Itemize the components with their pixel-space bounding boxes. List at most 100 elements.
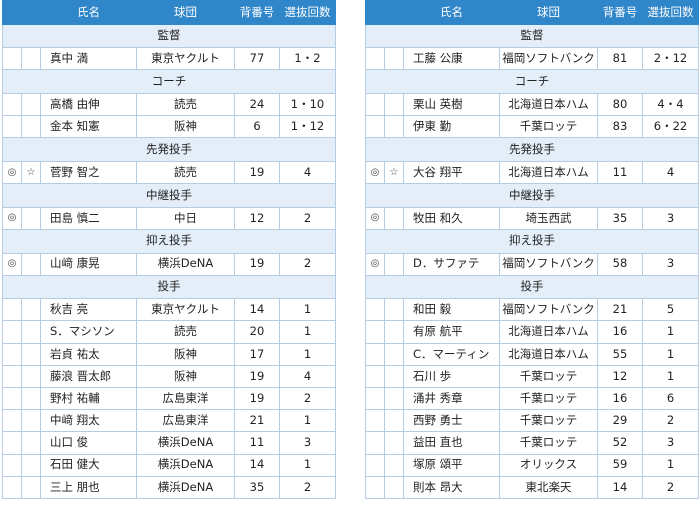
player-name: 高橋 由伸 (40, 92, 137, 117)
team-name: 東北楽天 (499, 475, 598, 499)
table-row: ◎ D．サファテ 福岡ソフトバンク 58 3 (365, 252, 699, 276)
mark-primary: ◎ (2, 160, 22, 185)
table-row: 和田 毅福岡ソフトバンク 21 5 (365, 298, 699, 322)
header-count: 選抜回数 (642, 0, 699, 25)
mark-primary (2, 342, 22, 366)
player-name: 工藤 公康 (403, 47, 500, 71)
selection-count: 3 (642, 431, 699, 455)
mark-primary (365, 387, 385, 411)
mark-primary: ◎ (365, 160, 385, 185)
table-row: 塚原 頌平 オリックス 59 1 (365, 453, 699, 477)
table-row: 石川 歩千葉ロッテ 12 1 (365, 364, 699, 389)
table-row: 山口 俊横浜DeNA 11 3 (2, 431, 336, 455)
group-label: 中継投手 (2, 183, 336, 208)
roster-body-left: 監督 真中 満東京ヤクルト 77 1・2 コーチ 高橋 由伸 読売 24 1・10 金本 知憲 阪神… (2, 23, 336, 499)
player-name: 三上 朋也 (40, 475, 137, 499)
selection-count: 2 (279, 206, 336, 230)
mark-primary: ◎ (365, 206, 385, 230)
group-label: 監督 (365, 23, 699, 49)
header-mark2 (384, 0, 404, 25)
selection-count: 1 (279, 298, 336, 322)
player-name: C．マーティン (403, 342, 500, 366)
table-row: 中﨑 翔太 広島東洋 21 1 (2, 409, 336, 433)
mark-secondary: ☆ (384, 160, 404, 185)
table-row: 野村 祐輔 広島東洋 19 2 (2, 387, 336, 411)
table-row: 工藤 公康 福岡ソフトバンク 81 2・12 (365, 47, 699, 71)
team-name: 阪神 (136, 364, 235, 389)
uniform-number: 29 (597, 409, 643, 433)
uniform-number: 19 (234, 252, 280, 276)
table-row: 西野 勇士 千葉ロッテ 29 2 (365, 409, 699, 433)
group-label: コーチ (2, 69, 336, 94)
table-row: 金本 知憲 阪神 6 1・12 (2, 115, 336, 139)
player-name: 秋吉 亮 (40, 298, 137, 322)
uniform-number: 19 (234, 160, 280, 185)
mark-primary (365, 92, 385, 117)
group-row: 投手 (365, 274, 699, 300)
team-name: 埼玉西武 (499, 206, 598, 230)
table-row: 栗山 英樹 北海道日本ハム 80 4・4 (365, 92, 699, 117)
mark-primary (2, 453, 22, 477)
team-name: 千葉ロッテ (499, 115, 598, 139)
group-label: 先発投手 (365, 137, 699, 162)
group-label: 先発投手 (2, 137, 336, 162)
mark-primary: ◎ (2, 252, 22, 276)
group-row: 監督 (2, 23, 336, 49)
uniform-number: 35 (234, 475, 280, 499)
table-row: ◎ 牧田 和久 埼玉西武 35 3 (365, 206, 699, 230)
table-row: S．マシソン 読売 20 1 (2, 320, 336, 344)
group-row: 中継投手 (365, 183, 699, 208)
uniform-number: 20 (234, 320, 280, 344)
uniform-number: 14 (234, 453, 280, 477)
selection-count: 4 (642, 160, 699, 185)
player-name: 金本 知憲 (40, 115, 137, 139)
selection-count: 4 (279, 160, 336, 185)
header-mark2 (21, 0, 41, 25)
table-row: 岩貞 祐太 阪神 17 1 (2, 342, 336, 366)
table-row: 三上 朋也 横浜DeNA 35 2 (2, 475, 336, 499)
group-row: 中継投手 (2, 183, 336, 208)
mark-secondary (384, 342, 404, 366)
selection-count: 1・2 (279, 47, 336, 71)
player-name: 和田 毅 (403, 298, 500, 322)
mark-secondary (384, 206, 404, 230)
team-name: 福岡ソフトバンク (499, 252, 598, 276)
player-name: 山口 俊 (40, 431, 137, 455)
player-name: 大谷 翔平 (403, 160, 500, 185)
uniform-number: 21 (597, 298, 643, 322)
group-row: 抑え投手 (365, 228, 699, 254)
team-name: 読売 (136, 320, 235, 344)
mark-primary (365, 298, 385, 322)
selection-count: 1 (642, 453, 699, 477)
player-name: 野村 祐輔 (40, 387, 137, 411)
uniform-number: 11 (597, 160, 643, 185)
team-name: 北海道日本ハム (499, 92, 598, 117)
selection-count: 2 (279, 252, 336, 276)
selection-count: 6・22 (642, 115, 699, 139)
mark-primary (365, 47, 385, 71)
team-name: 千葉ロッテ (499, 387, 598, 411)
table-header-row: 氏名 球団 背番号 選抜回数 (2, 0, 336, 25)
table-row: ◎ 山﨑 康晃 横浜DeNA 19 2 (2, 252, 336, 276)
player-name: 有原 航平 (403, 320, 500, 344)
mark-secondary (21, 342, 41, 366)
team-name: 横浜DeNA (136, 453, 235, 477)
player-name: 田島 慎二 (40, 206, 137, 230)
mark-secondary (384, 475, 404, 499)
uniform-number: 81 (597, 47, 643, 71)
mark-secondary (384, 320, 404, 344)
uniform-number: 12 (234, 206, 280, 230)
uniform-number: 83 (597, 115, 643, 139)
team-name: 北海道日本ハム (499, 320, 598, 344)
table-row: 石田 健大 横浜DeNA 14 1 (2, 453, 336, 477)
team-name: 横浜DeNA (136, 431, 235, 455)
mark-secondary (384, 387, 404, 411)
roster-table-left: 氏名 球団 背番号 選抜回数 監督 真中 満東京ヤクルト 77 1・2 コーチ 高橋 由伸… (2, 0, 336, 499)
selection-count: 2・12 (642, 47, 699, 71)
mark-primary (365, 431, 385, 455)
uniform-number: 11 (234, 431, 280, 455)
player-name: 牧田 和久 (403, 206, 500, 230)
selection-count: 1 (642, 320, 699, 344)
selection-count: 1 (642, 364, 699, 389)
mark-secondary (21, 364, 41, 389)
